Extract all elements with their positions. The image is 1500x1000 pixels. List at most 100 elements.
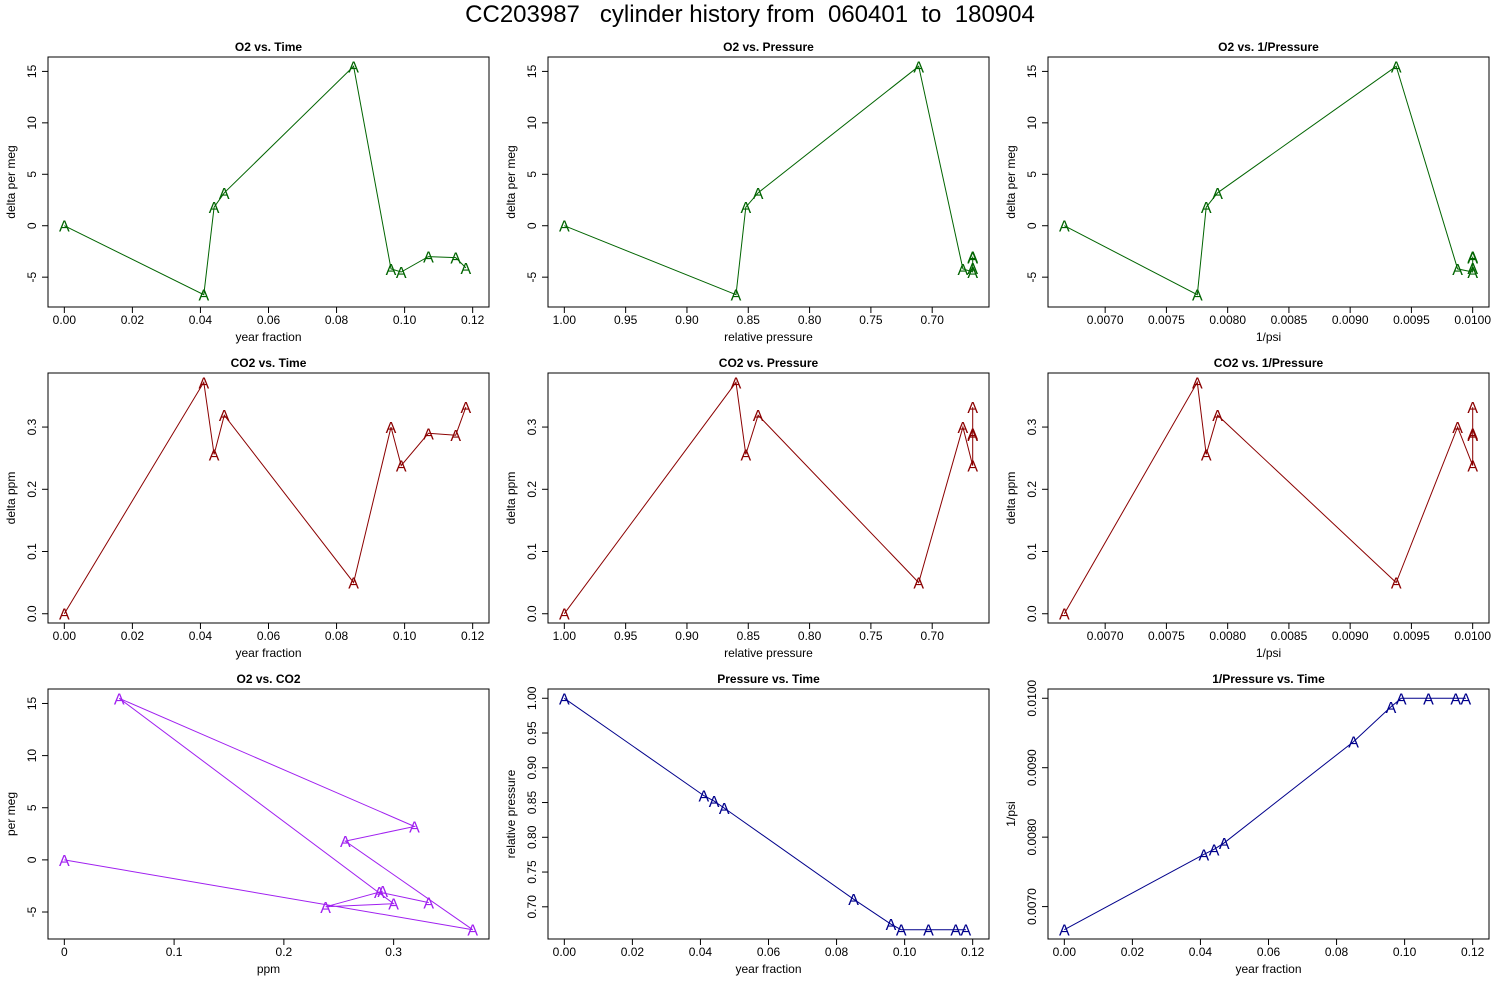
data-point-marker: A <box>1467 250 1478 267</box>
chart-panel-8: Pressure vs. Time 0.00 0.02 0.04 0.06 0.08 0.1… <box>504 672 990 976</box>
data-point-marker: A <box>740 200 751 217</box>
data-point-marker: A <box>961 923 972 940</box>
data-point-marker: A <box>1212 186 1223 203</box>
x-tick-label: 0.06 <box>257 313 281 327</box>
y-tick-label: 0.0 <box>1025 605 1039 622</box>
y-tick-label: 5 <box>25 171 39 178</box>
data-point-marker: A <box>967 428 978 445</box>
data-point-marker: A <box>1201 200 1212 217</box>
y-tick-label: 1.00 <box>525 686 539 710</box>
data-point-marker: A <box>450 428 461 445</box>
series-line <box>563 381 974 614</box>
chart-title: O2 vs. Time <box>235 40 302 54</box>
y-tick-label: 0 <box>1025 222 1039 229</box>
x-tick-label: 0.08 <box>825 945 849 959</box>
x-tick-label: 0.08 <box>1325 945 1349 959</box>
y-axis-label: delta ppm <box>4 472 18 525</box>
y-tick-label: 5 <box>1025 171 1039 178</box>
data-point-marker: A <box>348 576 359 593</box>
y-tick-label: 0.2 <box>1025 481 1039 498</box>
y-tick-label: -5 <box>25 906 39 917</box>
data-point-marker: A <box>1396 691 1407 708</box>
data-point-marker: A <box>461 261 472 278</box>
data-point-marker: A <box>409 820 420 837</box>
y-tick-label: 0 <box>525 222 539 229</box>
data-point-marker: A <box>753 408 764 425</box>
y-axis-label: delta per meg <box>504 145 518 218</box>
page-title: CC203987 cylinder history from 060401 to… <box>465 1 1035 28</box>
data-point-marker: A <box>59 607 70 624</box>
y-tick-label: 0.0 <box>525 605 539 622</box>
y-axis-label: delta per meg <box>1004 145 1018 218</box>
x-axis-label: year fraction <box>235 646 301 660</box>
x-tick-label: 0.04 <box>189 629 213 643</box>
data-point-marker: A <box>719 801 730 818</box>
x-tick-label: 0.0095 <box>1393 629 1430 643</box>
data-point-marker: A <box>1467 426 1478 443</box>
data-point-marker: A <box>467 923 478 940</box>
y-tick-label: 0.1 <box>525 543 539 560</box>
data-point-marker: A <box>1391 576 1402 593</box>
data-point-marker: A <box>1059 923 1070 940</box>
x-tick-label: 0.10 <box>893 945 917 959</box>
chart-panel-3: O2 vs. 1/Pressure 0.0070 0.0075 0.0080 0.008… <box>1004 40 1491 344</box>
y-tick-label: -5 <box>1025 272 1039 283</box>
y-tick-label: 0.0070 <box>1025 888 1039 925</box>
x-tick-label: 0.10 <box>1393 945 1417 959</box>
x-tick-label: 0.02 <box>1121 945 1145 959</box>
y-tick-label: 5 <box>525 171 539 178</box>
y-tick-label: 15 <box>25 64 39 78</box>
x-tick-label: 0.95 <box>614 629 638 643</box>
chart-panel-9: 1/Pressure vs. Time 0.00 0.02 0.04 0.06 0.08 0… <box>1004 672 1490 976</box>
data-point-marker: A <box>731 375 742 392</box>
x-tick-label: 0.12 <box>461 313 485 327</box>
data-point-marker: A <box>1212 408 1223 425</box>
plot-frame <box>547 56 990 308</box>
y-tick-label: 0.2 <box>25 481 39 498</box>
x-tick-label: 0.90 <box>675 629 699 643</box>
data-point-marker: A <box>709 794 720 811</box>
data-point-marker: A <box>386 262 397 279</box>
y-tick-label: 15 <box>1025 64 1039 78</box>
x-tick-label: 0.90 <box>675 313 699 327</box>
series-line <box>1064 65 1474 296</box>
y-tick-label: 15 <box>525 64 539 78</box>
x-tick-label: 0.02 <box>121 629 145 643</box>
x-tick-label: 0.0095 <box>1393 313 1430 327</box>
chart-title: CO2 vs. 1/Pressure <box>1214 356 1324 370</box>
data-point-marker: A <box>199 375 210 392</box>
chart-panel-1: O2 vs. Time 0.00 0.02 0.04 0.06 0.08 0.10 0.12 -… <box>4 40 490 344</box>
chart-title: CO2 vs. Time <box>231 356 307 370</box>
plot-frame <box>47 56 490 308</box>
data-point-marker: A <box>967 426 978 443</box>
x-tick-label: 0.85 <box>737 629 761 643</box>
y-axis-label: relative pressure <box>504 769 518 858</box>
x-tick-label: 0.04 <box>189 313 213 327</box>
data-point-marker: A <box>1386 700 1397 717</box>
data-point-marker: A <box>958 420 969 437</box>
y-tick-label: -5 <box>25 272 39 283</box>
data-point-marker: A <box>559 691 570 708</box>
x-axis-label: ppm <box>257 962 280 976</box>
data-point-marker: A <box>967 250 978 267</box>
data-point-marker: A <box>913 576 924 593</box>
x-tick-label: 0.00 <box>53 313 77 327</box>
y-tick-label: 0.70 <box>525 895 539 919</box>
y-tick-label: 10 <box>1025 116 1039 130</box>
x-tick-label: 0.00 <box>1053 945 1077 959</box>
x-tick-label: 0.0080 <box>1209 629 1246 643</box>
chart-title: O2 vs. 1/Pressure <box>1218 40 1319 54</box>
x-axis-label: relative pressure <box>724 646 813 660</box>
x-tick-label: 0.0085 <box>1271 629 1308 643</box>
y-tick-label: 10 <box>525 116 539 130</box>
x-tick-label: 0.04 <box>689 945 713 959</box>
x-tick-label: 0.08 <box>325 629 349 643</box>
chart-panel-5: CO2 vs. Pressure 1.00 0.95 0.90 0.85 0.80 0.75… <box>504 356 990 660</box>
x-tick-label: 0.10 <box>393 313 417 327</box>
series-line <box>564 65 974 296</box>
y-axis-label: 1/psi <box>1004 801 1018 826</box>
chart-title: Pressure vs. Time <box>717 672 820 686</box>
y-tick-label: 0.80 <box>525 825 539 849</box>
